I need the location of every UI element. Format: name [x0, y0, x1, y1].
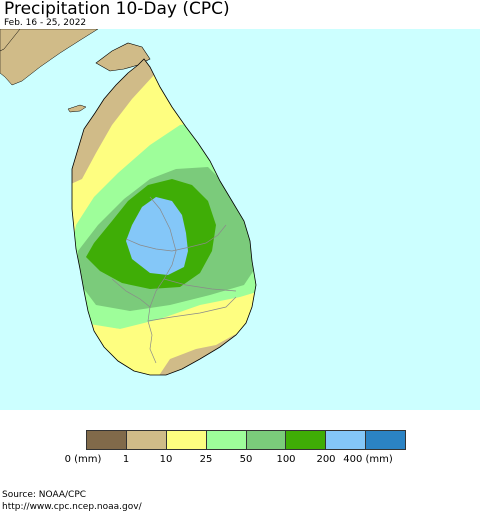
legend-tick-label: 0 (mm) [64, 454, 102, 465]
legend-swatch [326, 431, 367, 449]
legend-tick-label: 200 [316, 454, 336, 465]
source-credit: Source: NOAA/CPC http://www.cpc.ncep.noa… [2, 489, 142, 513]
precipitation-map [0, 29, 480, 410]
source-line: Source: NOAA/CPC [2, 490, 87, 500]
legend-swatch [366, 431, 405, 449]
legend-swatch [286, 431, 327, 449]
legend-tick-label: 50 [239, 454, 253, 465]
mannar-island [67, 104, 87, 113]
india-landmass [0, 29, 99, 86]
sri-lanka-coastline [71, 58, 257, 376]
color-legend [86, 430, 406, 450]
legend-tick-labels: 0 (mm) 1 10 25 50 100 200 400 (mm) [0, 454, 480, 468]
india-tip-landmass [0, 29, 21, 52]
legend-tick-label: 25 [199, 454, 213, 465]
legend-swatch [246, 431, 287, 449]
legend-swatch [166, 431, 207, 449]
legend-tick-label: 1 [122, 454, 130, 465]
jaffna-peninsula [95, 42, 151, 72]
date-range: Feb. 16 - 25, 2022 [4, 18, 87, 28]
map-title: Precipitation 10-Day (CPC) [4, 0, 230, 19]
legend-tick-label: 100 [276, 454, 296, 465]
province-boundaries [111, 196, 237, 364]
legend-swatch [126, 431, 167, 449]
legend-tick-label: 400 (mm) [343, 454, 393, 465]
legend-swatch [87, 431, 127, 449]
source-url: http://www.cpc.ncep.noaa.gov/ [2, 502, 142, 512]
legend-tick-label: 10 [159, 454, 173, 465]
legend-swatch [206, 431, 247, 449]
